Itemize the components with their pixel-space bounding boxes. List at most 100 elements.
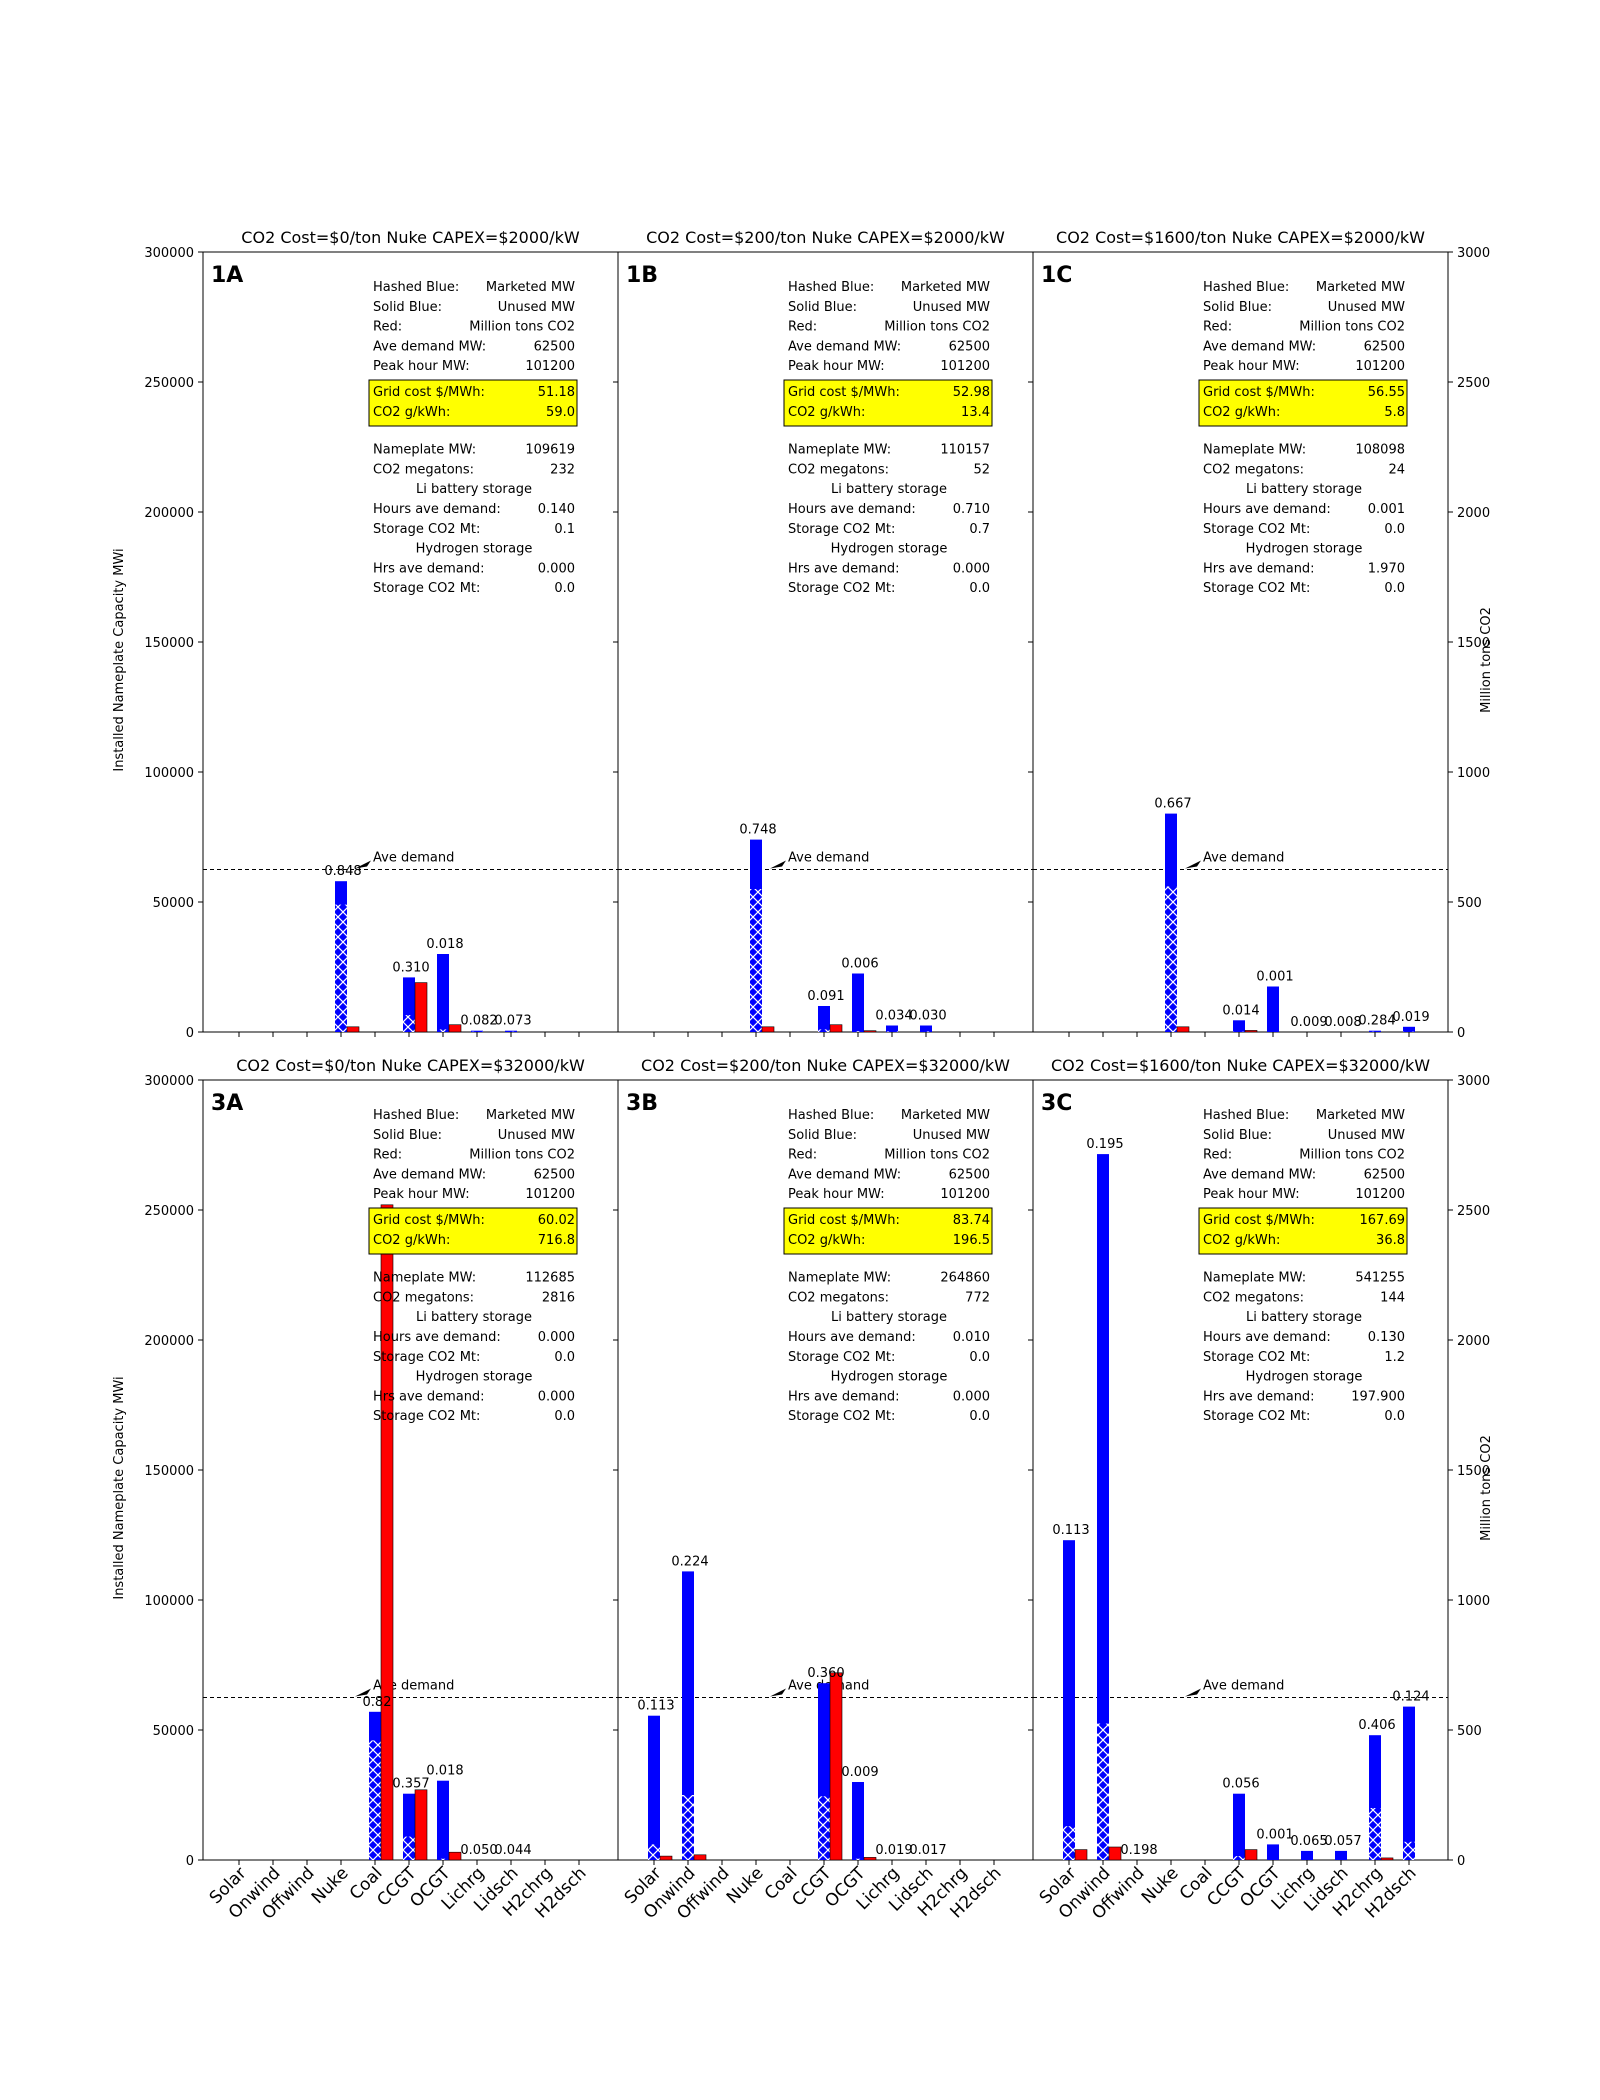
bar-co2-Nuke (1176, 1026, 1190, 1033)
bar-value-label: 0.001 (1256, 970, 1293, 985)
grid-cost-label: Grid cost $/MWh: (373, 385, 485, 400)
bar-hatch-H2dsch (1403, 1841, 1415, 1860)
bar-value-label: 0.360 (807, 1666, 844, 1681)
ave-demand-annotation: Ave demand (373, 1679, 454, 1694)
panel-title: CO2 Cost=$0/ton Nuke CAPEX=$2000/kW (241, 228, 580, 247)
y2-tick-label: 1000 (1457, 1594, 1490, 1609)
bar-hatch-CCGT (403, 1015, 415, 1032)
bar-value-label: 0.357 (392, 1777, 429, 1792)
panel-3C: CO2 Cost=$1600/ton Nuke CAPEX=$32000/kW 3… (1028, 1056, 1490, 1924)
li-storage-co2-value: 1.2 (1384, 1350, 1405, 1365)
bar-co2-CCGT (829, 1024, 843, 1033)
h2-storage-co2-label: Storage CO2 Mt: (788, 1409, 895, 1424)
y2-axis-label-bottom: Million tons CO2 (1479, 1435, 1494, 1541)
legend-key: Solid Blue: (788, 1128, 857, 1143)
ave-demand-arrow (355, 860, 371, 869)
bar-co2-OCGT (448, 1024, 462, 1033)
bar-value-label: 0.848 (324, 864, 361, 879)
legend-value: Unused MW (913, 300, 990, 315)
co2-megatons-label: CO2 megatons: (1203, 1290, 1304, 1305)
co2-gkwh-value: 5.8 (1384, 405, 1405, 420)
y-tick-label: 0 (186, 1026, 194, 1041)
y2-tick-label: 0 (1457, 1854, 1465, 1869)
y-tick-label: 300000 (144, 1074, 194, 1089)
co2-megatons-value: 52 (973, 462, 990, 477)
ave-demand-mw-value: 62500 (949, 1167, 990, 1182)
bar-value-label: 0.406 (1358, 1718, 1395, 1733)
bar-unused-Lichrg (1301, 1850, 1313, 1860)
legend-key: Hashed Blue: (373, 1108, 459, 1123)
co2-megatons-label: CO2 megatons: (373, 462, 474, 477)
cost-highlight-box (783, 1207, 993, 1255)
co2-megatons-value: 772 (965, 1290, 990, 1305)
peak-hour-mw-label: Peak hour MW: (373, 1187, 470, 1202)
panel-title: CO2 Cost=$1600/ton Nuke CAPEX=$32000/kW (1051, 1056, 1430, 1075)
li-storage-co2-label: Storage CO2 Mt: (373, 1350, 480, 1365)
ave-demand-arrow (770, 1688, 786, 1697)
co2-megatons-label: CO2 megatons: (788, 462, 889, 477)
bar-value-label: 0.065 (1290, 1834, 1327, 1849)
bar-unused-Onwind (1097, 1154, 1109, 1860)
bar-co2-Solar (659, 1855, 673, 1861)
li-hours-label: Hours ave demand: (373, 502, 501, 517)
y2-tick-label: 500 (1457, 1724, 1482, 1739)
bar-co2-CCGT (829, 1672, 843, 1861)
h2-hours-value: 197.900 (1351, 1389, 1405, 1404)
h2-storage-header: Hydrogen storage (1246, 542, 1363, 557)
bar-unused-H2dsch (1403, 1026, 1415, 1032)
bar-value-label: 0.050 (460, 1843, 497, 1858)
bar-value-label: 0.044 (494, 1843, 531, 1858)
h2-hours-value: 0.000 (953, 561, 990, 576)
bar-co2-OCGT (448, 1851, 462, 1861)
x-tick-label: Nuke (1138, 1863, 1183, 1908)
bar-co2-Onwind (1108, 1846, 1122, 1861)
cost-highlight-box (783, 379, 993, 427)
h2-storage-co2-label: Storage CO2 Mt: (1203, 581, 1310, 596)
bar-unused-OCGT (437, 954, 449, 1032)
ave-demand-mw-label: Ave demand MW: (1203, 1167, 1316, 1182)
y-tick-label: 100000 (144, 1594, 194, 1609)
y-axis-label-bottom: Installed Nameplate Capacity MWi (112, 1376, 127, 1599)
grid-cost-label: Grid cost $/MWh: (788, 385, 900, 400)
peak-hour-mw-value: 101200 (1355, 359, 1405, 374)
co2-gkwh-value: 59.0 (546, 405, 575, 420)
ave-demand-arrow (1185, 1688, 1201, 1697)
h2-storage-header: Hydrogen storage (416, 1370, 533, 1385)
ave-demand-annotation: Ave demand (788, 851, 869, 866)
legend-value: Unused MW (498, 300, 575, 315)
panel-title: CO2 Cost=$1600/ton Nuke CAPEX=$2000/kW (1056, 228, 1425, 247)
li-hours-value: 0.140 (538, 502, 575, 517)
grid-cost-label: Grid cost $/MWh: (373, 1213, 485, 1228)
bar-value-label: 0.310 (392, 960, 429, 975)
legend-value: Marketed MW (486, 280, 575, 295)
bar-co2-Coal (380, 1204, 394, 1861)
co2-megatons-label: CO2 megatons: (1203, 462, 1304, 477)
bar-hatch-Coal (369, 1740, 381, 1860)
co2-gkwh-label: CO2 g/kWh: (788, 1233, 865, 1248)
bar-hatch-H2chrg (1369, 1808, 1381, 1860)
legend-key: Solid Blue: (373, 300, 442, 315)
li-hours-value: 0.010 (953, 1330, 990, 1345)
bar-hatch-OCGT (437, 1029, 449, 1032)
ave-demand-annotation: Ave demand (1203, 851, 1284, 866)
panel-label: 1A (211, 263, 243, 288)
y2-tick-label: 2500 (1457, 1204, 1490, 1219)
panel-3B: CO2 Cost=$200/ton Nuke CAPEX=$32000/kW 3B… (613, 1056, 1038, 1924)
peak-hour-mw-label: Peak hour MW: (788, 359, 885, 374)
y2-tick-label: 3000 (1457, 1074, 1490, 1089)
li-storage-co2-label: Storage CO2 Mt: (373, 522, 480, 537)
bar-unused-OCGT (852, 973, 864, 1032)
bar-value-label: 0.082 (460, 1014, 497, 1029)
bar-value-label: 0.009 (1290, 1015, 1327, 1030)
peak-hour-mw-value: 101200 (1355, 1187, 1405, 1202)
nameplate-mw-label: Nameplate MW: (1203, 443, 1306, 458)
li-hours-value: 0.000 (538, 1330, 575, 1345)
bar-unused-Solar (648, 1715, 660, 1860)
nameplate-mw-label: Nameplate MW: (788, 443, 891, 458)
bar-hatch-Solar (1063, 1826, 1075, 1860)
h2-hours-label: Hrs ave demand: (1203, 561, 1315, 576)
legend-key: Hashed Blue: (373, 280, 459, 295)
panels-group: CO2 Cost=$0/ton Nuke CAPEX=$2000/kW 1A 0 50… (144, 228, 1490, 1924)
legend-key: Red: (1203, 1148, 1232, 1163)
